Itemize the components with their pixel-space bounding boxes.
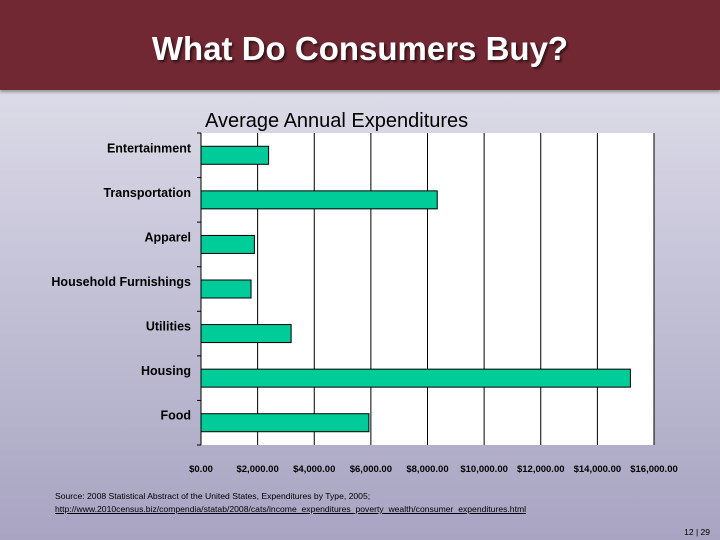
source-link[interactable]: http://www.2010census.biz/compendia/stat… (55, 504, 527, 514)
category-label-0: Entertainment (107, 141, 192, 155)
page-number: 12 | 29 (684, 527, 710, 537)
bar-4 (200, 324, 292, 344)
x-tick-label-4: $8,000.00 (406, 464, 448, 475)
category-label-3: Household Furnishings (51, 275, 191, 289)
source-text: Source: 2008 Statistical Abstract of the… (55, 491, 371, 501)
bar-5 (200, 368, 631, 388)
x-tick-label-3: $6,000.00 (350, 464, 392, 475)
bar-1 (200, 190, 438, 210)
x-tick-label-5: $10,000.00 (460, 464, 508, 475)
category-label-2: Apparel (144, 230, 191, 244)
chart-title: Average Annual Expenditures (205, 110, 469, 132)
page-title: What Do Consumers Buy? (151, 30, 569, 67)
bar-2 (200, 234, 255, 254)
x-tick-label-7: $14,000.00 (574, 464, 622, 475)
header-bar: What Do Consumers Buy? (0, 0, 720, 90)
bar-3 (200, 279, 252, 299)
source-note: Source: 2008 Statistical Abstract of the… (55, 490, 695, 516)
category-label-1: Transportation (103, 186, 191, 200)
x-tick-label-8: $16,000.00 (630, 464, 678, 475)
category-label-4: Utilities (146, 320, 191, 334)
bar-6 (200, 413, 370, 433)
bar-0 (200, 145, 270, 165)
category-label-6: Food (160, 409, 191, 423)
x-tick-label-6: $12,000.00 (517, 464, 565, 475)
x-tick-label-0: $0.00 (189, 464, 213, 475)
category-label-5: Housing (141, 364, 191, 378)
x-tick-label-1: $2,000.00 (236, 464, 278, 475)
x-tick-label-2: $4,000.00 (293, 464, 335, 475)
